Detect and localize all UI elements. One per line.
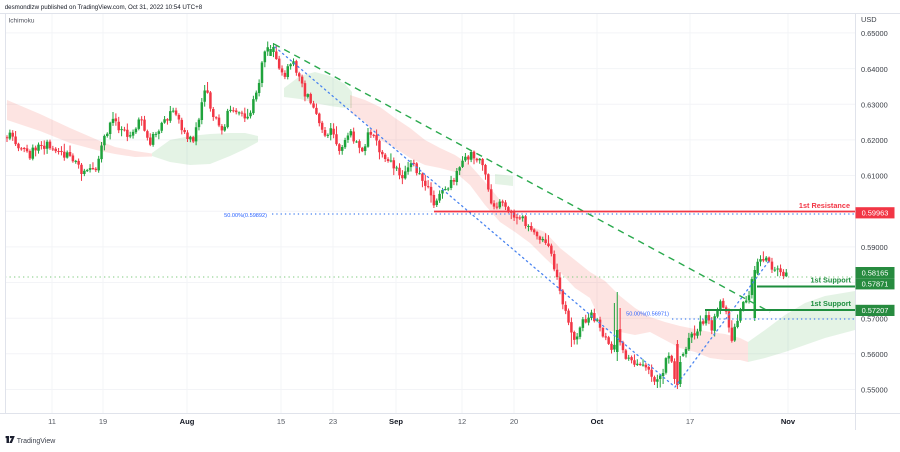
svg-text:50.00%(0.59892): 50.00%(0.59892) bbox=[224, 213, 267, 219]
svg-text:1st Support: 1st Support bbox=[810, 299, 851, 308]
svg-text:0.63000: 0.63000 bbox=[861, 100, 888, 109]
svg-text:0.61000: 0.61000 bbox=[861, 172, 888, 181]
svg-text:0.55000: 0.55000 bbox=[861, 386, 888, 395]
svg-text:Sep: Sep bbox=[389, 417, 403, 426]
svg-text:20: 20 bbox=[510, 417, 518, 426]
svg-text:Oct: Oct bbox=[591, 417, 604, 426]
svg-text:0.64000: 0.64000 bbox=[861, 65, 888, 74]
svg-text:0.59000: 0.59000 bbox=[861, 243, 888, 252]
svg-text:17: 17 bbox=[686, 417, 694, 426]
svg-text:1st Resistance: 1st Resistance bbox=[799, 201, 850, 210]
svg-text:TradingView: TradingView bbox=[17, 438, 56, 445]
svg-text:desmondlzw published on Tradin: desmondlzw published on TradingView.com,… bbox=[5, 4, 203, 11]
svg-text:0.57871: 0.57871 bbox=[862, 280, 889, 289]
svg-text:0.58165: 0.58165 bbox=[862, 268, 889, 277]
svg-text:Nov: Nov bbox=[781, 417, 796, 426]
svg-text:0.56000: 0.56000 bbox=[861, 350, 888, 359]
svg-text:0.65000: 0.65000 bbox=[861, 29, 888, 38]
svg-text:0.59963: 0.59963 bbox=[862, 209, 889, 218]
svg-text:19: 19 bbox=[99, 417, 107, 426]
svg-text:0.62000: 0.62000 bbox=[861, 136, 888, 145]
svg-text:Aug: Aug bbox=[180, 417, 195, 426]
svg-text:0.57000: 0.57000 bbox=[861, 314, 888, 323]
svg-text:1st Support: 1st Support bbox=[810, 276, 851, 285]
svg-text:11: 11 bbox=[48, 417, 56, 426]
svg-text:12: 12 bbox=[458, 417, 466, 426]
svg-text:0.57207: 0.57207 bbox=[862, 306, 889, 315]
svg-text:Ichimoku: Ichimoku bbox=[9, 17, 35, 24]
svg-text:15: 15 bbox=[277, 417, 285, 426]
svg-text:23: 23 bbox=[329, 417, 337, 426]
svg-text:USD: USD bbox=[861, 15, 877, 24]
svg-text:50.00%(0.56971): 50.00%(0.56971) bbox=[626, 312, 669, 318]
